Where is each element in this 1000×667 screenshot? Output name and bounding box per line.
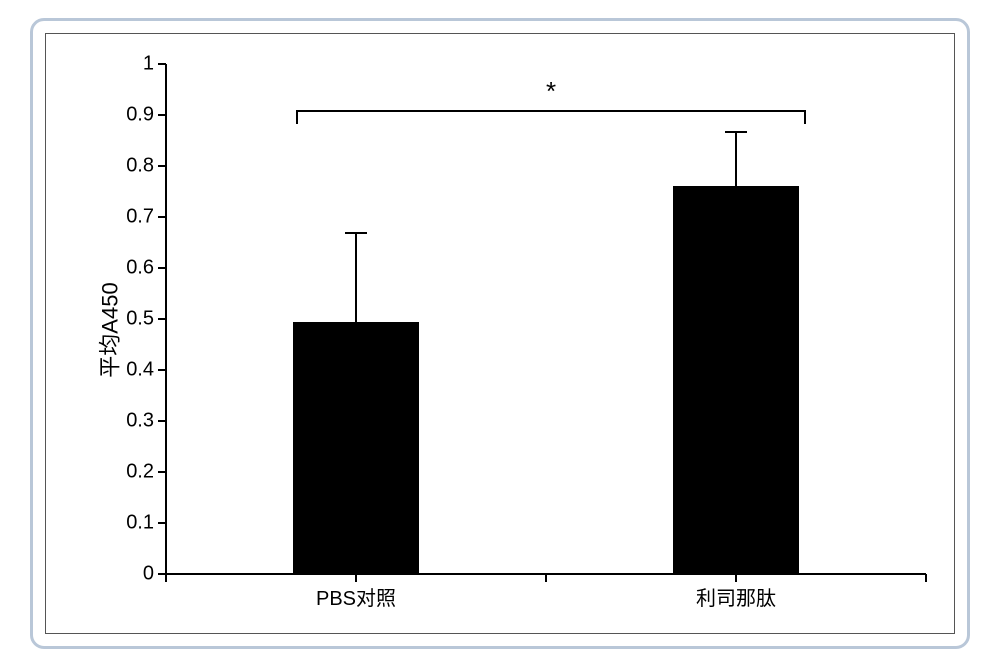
y-tick-label: 0.8 xyxy=(126,155,154,178)
y-tick-label: 0 xyxy=(143,563,154,586)
y-tick-label: 0.1 xyxy=(126,512,154,535)
y-tick xyxy=(158,267,166,269)
y-axis-title-text: 平均A450 xyxy=(98,282,123,377)
y-tick xyxy=(158,216,166,218)
y-tick xyxy=(158,114,166,116)
y-tick xyxy=(158,522,166,524)
y-tick-label: 0.9 xyxy=(126,104,154,127)
bar-lixisenatide xyxy=(673,186,799,574)
x-tick xyxy=(545,574,547,582)
y-tick-label: 1 xyxy=(143,53,154,76)
y-tick-label: 0.7 xyxy=(126,206,154,229)
inner-frame: 平均A450 0 0.1 0.2 0.3 0.4 0.5 0.6 0.7 xyxy=(45,33,955,634)
bar-pbs xyxy=(293,322,419,574)
error-bar xyxy=(735,132,737,186)
chart-plot-area: 0 0.1 0.2 0.3 0.4 0.5 0.6 0.7 0.8 0.9 1 … xyxy=(166,64,926,574)
error-bar xyxy=(355,233,357,322)
x-tick xyxy=(165,574,167,582)
y-tick xyxy=(158,471,166,473)
y-tick xyxy=(158,63,166,65)
y-tick-label: 0.2 xyxy=(126,461,154,484)
x-tick xyxy=(355,574,357,582)
x-category-label: 利司那肽 xyxy=(696,582,776,611)
outer-frame: 平均A450 0 0.1 0.2 0.3 0.4 0.5 0.6 0.7 xyxy=(30,18,970,649)
y-tick xyxy=(158,369,166,371)
y-tick-label: 0.3 xyxy=(126,410,154,433)
significance-bracket xyxy=(296,110,806,112)
y-tick xyxy=(158,420,166,422)
error-bar-cap xyxy=(345,232,367,234)
significance-bracket-drop xyxy=(804,110,806,124)
x-category-label: PBS对照 xyxy=(316,582,396,611)
x-tick xyxy=(735,574,737,582)
significance-bracket-drop xyxy=(296,110,298,124)
y-tick xyxy=(158,165,166,167)
y-tick xyxy=(158,318,166,320)
x-tick xyxy=(925,574,927,582)
significance-label: * xyxy=(546,76,556,107)
y-tick-label: 0.4 xyxy=(126,359,154,382)
y-tick-label: 0.6 xyxy=(126,257,154,280)
y-tick-label: 0.5 xyxy=(126,308,154,331)
y-axis-title: 平均A450 xyxy=(93,282,125,377)
error-bar-cap xyxy=(725,131,747,133)
